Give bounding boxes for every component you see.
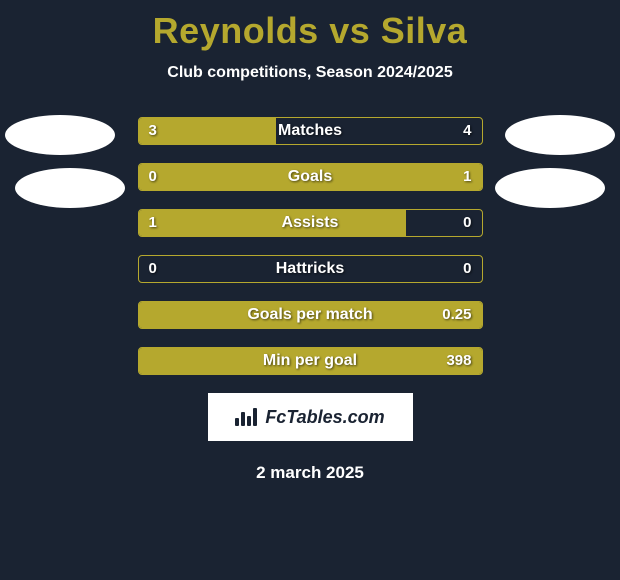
player-right-avatar-1 [505, 115, 615, 155]
stat-row: 0Goals1 [138, 163, 483, 191]
stat-row: 0Hattricks0 [138, 255, 483, 283]
player-left-avatar-1 [5, 115, 115, 155]
logo-text: FcTables.com [265, 407, 384, 428]
stat-label: Hattricks [139, 256, 482, 282]
stats-chart: 3Matches40Goals11Assists00Hattricks0Goal… [138, 117, 483, 375]
page-title: Reynolds vs Silva [0, 0, 620, 52]
stat-label: Goals [139, 164, 482, 190]
stat-label: Matches [139, 118, 482, 144]
stat-label: Assists [139, 210, 482, 236]
stat-value-right: 0 [463, 210, 471, 236]
player-left-avatar-2 [15, 168, 125, 208]
stat-value-right: 0.25 [442, 302, 471, 328]
date-label: 2 march 2025 [0, 463, 620, 483]
player-right-avatar-2 [495, 168, 605, 208]
stat-row: 1Assists0 [138, 209, 483, 237]
chart-icon [235, 408, 259, 426]
stat-value-right: 398 [446, 348, 471, 374]
stat-label: Goals per match [139, 302, 482, 328]
stat-label: Min per goal [139, 348, 482, 374]
stat-row: Goals per match0.25 [138, 301, 483, 329]
stat-value-right: 4 [463, 118, 471, 144]
subtitle: Club competitions, Season 2024/2025 [0, 64, 620, 82]
stat-value-right: 1 [463, 164, 471, 190]
stat-row: 3Matches4 [138, 117, 483, 145]
logo-box: FcTables.com [208, 393, 413, 441]
stat-row: Min per goal398 [138, 347, 483, 375]
stat-value-right: 0 [463, 256, 471, 282]
